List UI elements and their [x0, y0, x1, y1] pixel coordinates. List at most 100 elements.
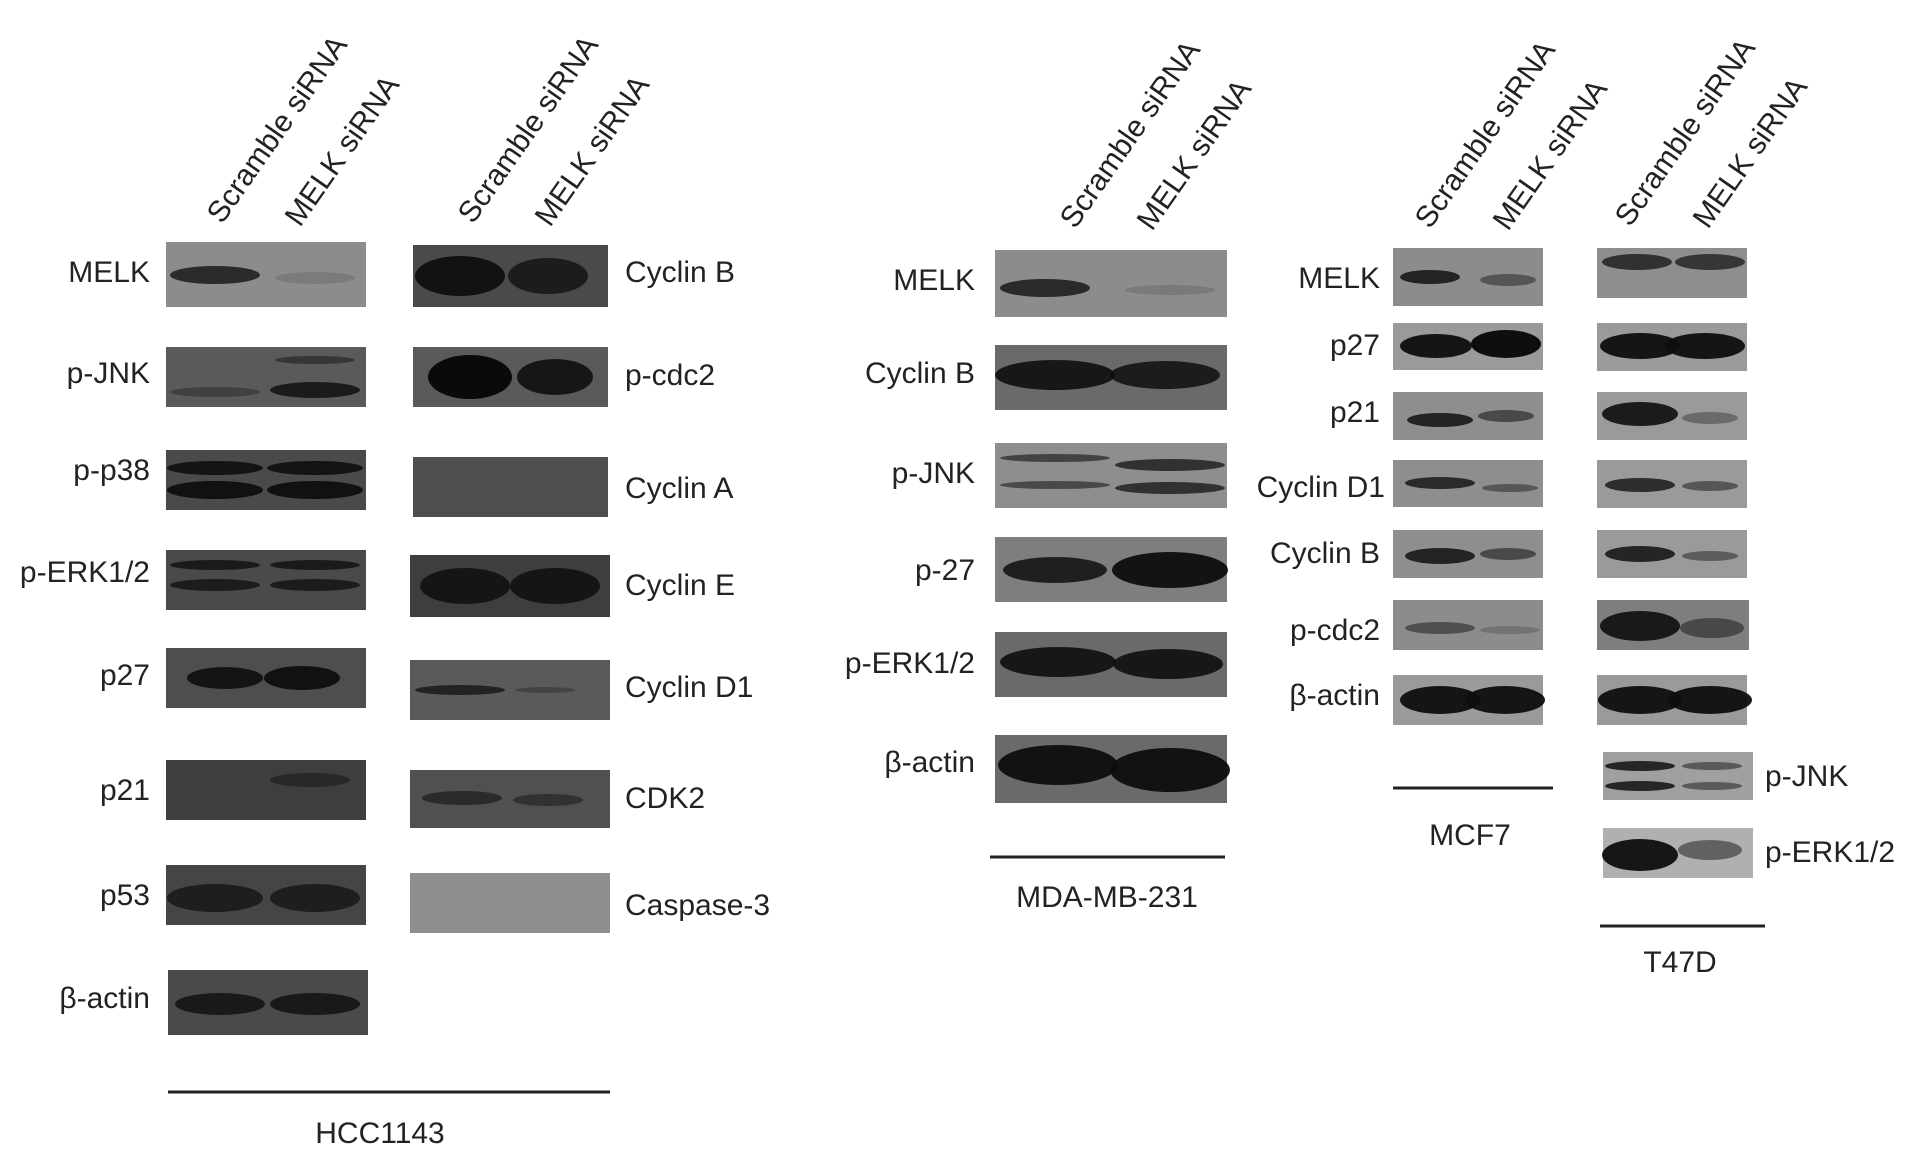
band [1115, 459, 1225, 471]
band [267, 481, 363, 499]
band [420, 568, 510, 604]
cell-line-label: T47D [1643, 946, 1716, 979]
band [1478, 410, 1534, 422]
band [1000, 481, 1110, 489]
band [270, 884, 360, 912]
blot-caspase-3 [410, 873, 610, 933]
band [1480, 274, 1536, 286]
band [1113, 649, 1223, 679]
band [187, 667, 263, 689]
band [1682, 481, 1738, 491]
band [1682, 412, 1738, 424]
lane-header-scramble: Scramble siRNA [1054, 35, 1207, 234]
band [415, 256, 505, 296]
blot-label: p-JNK [67, 357, 150, 390]
lane-header-scramble: Scramble siRNA [201, 30, 354, 229]
band [1678, 840, 1742, 860]
blot-label: β-actin [1289, 679, 1380, 712]
band [167, 884, 263, 912]
blot-label: p-cdc2 [1290, 614, 1380, 647]
blot-label: β-actin [884, 746, 975, 779]
band [1605, 761, 1675, 771]
band [415, 685, 505, 695]
band [1405, 477, 1475, 489]
blot-p-jnk [1603, 752, 1753, 800]
band [428, 355, 512, 399]
lane-header-scramble: Scramble siRNA [452, 30, 605, 229]
band [1000, 279, 1090, 297]
blot-label: Caspase-3 [625, 889, 770, 922]
band [175, 993, 265, 1015]
band [1605, 546, 1675, 562]
blot-label: p-27 [915, 554, 975, 587]
panel-mda-mb-231: Scramble siRNA MELK siRNA MELK Cyclin B … [845, 35, 1258, 914]
band [1110, 361, 1220, 389]
blot-label: p27 [100, 659, 150, 692]
blot-label: p53 [100, 879, 150, 912]
blot-label: CDK2 [625, 782, 705, 815]
blot-label: MELK [1298, 262, 1380, 295]
band [1400, 686, 1480, 714]
blot-label: Cyclin B [625, 256, 735, 289]
band [1482, 484, 1538, 492]
blot-label: Cyclin A [625, 472, 733, 505]
blot-label: Cyclin D1 [1257, 471, 1385, 504]
band [170, 266, 260, 284]
lane-header-scramble: Scramble siRNA [1609, 33, 1762, 232]
band [270, 579, 360, 591]
blot-label: p21 [100, 774, 150, 807]
blot-label: Cyclin E [625, 569, 735, 602]
blot-label: p21 [1330, 396, 1380, 429]
band [167, 461, 263, 475]
band [1003, 557, 1107, 583]
band [264, 666, 340, 690]
band [267, 461, 363, 475]
band [1598, 686, 1682, 714]
band [270, 993, 360, 1015]
blot-cyclin-a [413, 457, 608, 517]
cell-line-label: HCC1143 [315, 1117, 445, 1150]
blot-label: MELK [893, 264, 975, 297]
blot-p21 [166, 760, 366, 820]
blot-label: β-actin [59, 982, 150, 1015]
band [1471, 330, 1541, 358]
band [1665, 333, 1745, 359]
band [167, 481, 263, 499]
band [1400, 270, 1460, 284]
band [270, 560, 360, 570]
blot-label: p-JNK [892, 457, 975, 490]
band [510, 568, 600, 604]
band [1125, 285, 1215, 295]
band [1680, 618, 1744, 638]
band [1600, 333, 1680, 359]
panel-hcc1143: Scramble siRNA MELK siRNA Scramble siRNA… [20, 30, 770, 1150]
band [1602, 254, 1672, 270]
panel-t47d: Scramble siRNA MELK siRNA p-JNK p-ERK1/2 [1597, 33, 1895, 979]
band [1465, 686, 1545, 714]
band [1112, 552, 1228, 588]
band [1480, 626, 1540, 634]
band [1405, 548, 1475, 564]
panel-mcf7: Scramble siRNA MELK siRNA MELK p27 p21 C… [1257, 35, 1615, 852]
band [1668, 686, 1752, 714]
blot-label: p-cdc2 [625, 359, 715, 392]
band [998, 745, 1118, 785]
band [1682, 551, 1738, 561]
band [422, 791, 502, 805]
blot-label: Cyclin B [865, 357, 975, 390]
band [275, 356, 355, 364]
blot-p-p38 [166, 450, 366, 510]
blot-label: p27 [1330, 329, 1380, 362]
band [1675, 254, 1745, 270]
cell-line-label: MDA-MB-231 [1016, 881, 1198, 914]
band [1605, 781, 1675, 791]
band [1602, 839, 1678, 871]
blot-p-jnk [995, 443, 1227, 508]
band [1400, 334, 1472, 358]
blot-label: p-ERK1/2 [20, 556, 150, 589]
blot-label: Cyclin D1 [625, 671, 753, 704]
band [1480, 548, 1536, 560]
band [1682, 782, 1742, 790]
band [1405, 622, 1475, 634]
band [515, 687, 575, 693]
